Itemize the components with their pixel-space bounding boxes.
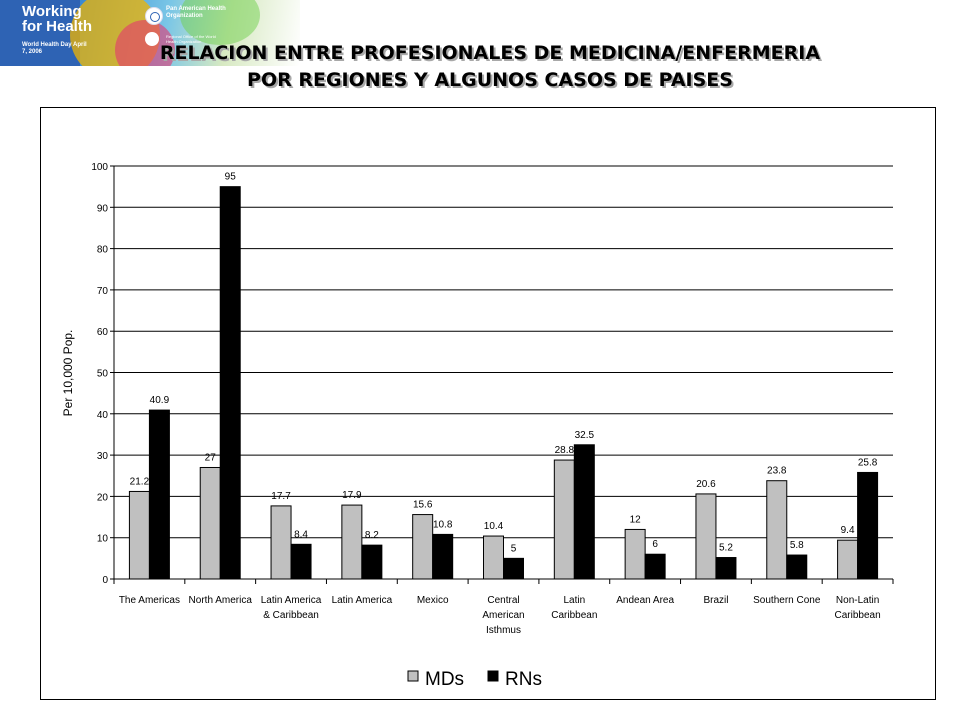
- data-label: 15.6: [413, 500, 433, 511]
- x-tick-label: North America: [189, 595, 253, 606]
- y-tick-label: 0: [102, 575, 108, 586]
- x-tick-label: Mexico: [417, 595, 449, 606]
- y-tick-label: 40: [97, 410, 109, 421]
- banner-shape: [0, 0, 80, 66]
- y-tick-label: 90: [97, 203, 109, 214]
- data-label: 5.8: [790, 540, 804, 551]
- data-label: 12: [630, 514, 642, 525]
- x-tick-label: Latin America: [332, 595, 393, 606]
- x-tick-label: The Americas: [119, 595, 180, 606]
- data-label: 28.8: [555, 445, 575, 456]
- x-tick-label: Isthmus: [486, 625, 521, 636]
- data-label: 8.4: [294, 529, 308, 540]
- bar-rns: [644, 553, 666, 580]
- data-label: 17.7: [271, 491, 291, 502]
- data-label: 23.8: [767, 466, 787, 477]
- y-tick-label: 20: [97, 492, 109, 503]
- x-tick-label: Latin America: [261, 595, 322, 606]
- data-label: 21.2: [130, 476, 150, 487]
- bar-mds: [695, 493, 717, 580]
- bar-mds: [766, 480, 788, 580]
- legend-label: RNs: [505, 669, 542, 690]
- bars: [128, 186, 879, 580]
- legend: MDs RNs: [407, 669, 542, 690]
- x-tick-label: & Caribbean: [263, 610, 319, 621]
- data-label: 10.4: [484, 521, 504, 532]
- y-axis: 0 10 20 30 40 50 60 70 80 90 100: [91, 162, 115, 586]
- y-tick-label: 30: [97, 451, 109, 462]
- bar-rns: [361, 544, 383, 580]
- x-tick-label: Non-Latin: [836, 595, 879, 606]
- bar-mds: [270, 505, 292, 580]
- data-label: 40.9: [150, 395, 170, 406]
- legend-swatch: [407, 670, 419, 682]
- brand-subtitle: World Health Day April 7, 2006: [22, 42, 87, 55]
- x-tick-label: Andean Area: [616, 595, 674, 606]
- data-label: 27: [205, 452, 217, 463]
- x-tick-label: Central: [487, 595, 519, 606]
- chart-frame: 0 10 20 30 40 50 60 70 80 90 100 21.2 40.9 27 95 17.7 8…: [40, 107, 936, 700]
- bar-rns: [503, 557, 524, 580]
- legend-label: MDs: [425, 669, 464, 690]
- bar-mds: [128, 490, 150, 580]
- org-subtitle: Regional Office of the World Health Orga…: [166, 34, 216, 44]
- data-label: 5: [511, 543, 517, 554]
- x-tick-label: Caribbean: [835, 610, 881, 621]
- data-label: 8.2: [365, 530, 379, 541]
- data-label: 17.9: [342, 490, 362, 501]
- bar-mds: [412, 514, 434, 580]
- data-label: 25.8: [858, 457, 878, 468]
- brand-title: Working for Health: [22, 3, 93, 35]
- data-label: 95: [225, 172, 237, 183]
- data-label: 20.6: [696, 479, 716, 490]
- bar-rns: [148, 409, 170, 580]
- bar-rns: [290, 543, 312, 580]
- bar-rns: [219, 186, 241, 580]
- bar-rns: [432, 533, 454, 580]
- x-axis: The Americas North America Latin America & …: [113, 578, 894, 636]
- slide-title-line2: POR REGIONES Y ALGUNOS CASOS DE PAISES: [247, 69, 733, 91]
- x-tick-label: American: [482, 610, 524, 621]
- x-tick-label: Latin: [563, 595, 585, 606]
- data-label: 10.8: [433, 519, 453, 530]
- x-tick-label: Brazil: [703, 595, 728, 606]
- bar-mds: [199, 466, 221, 580]
- y-tick-label: 50: [97, 369, 109, 380]
- slide-title: RELACION ENTRE PROFESIONALES DE MEDICINA…: [80, 40, 900, 94]
- bar-mds: [553, 459, 575, 580]
- banner-shape: [115, 20, 175, 66]
- bar-mds: [483, 535, 504, 580]
- header-banner: Working for Health World Health Day Apri…: [0, 0, 300, 66]
- y-axis-label: Per 10,000 Pop.: [61, 330, 75, 417]
- y-tick-label: 70: [97, 286, 109, 297]
- data-label: 32.5: [575, 430, 595, 441]
- legend-swatch: [487, 670, 499, 682]
- paho-logo-icon: [145, 7, 163, 25]
- bar-rns: [715, 557, 737, 580]
- bar-mds: [837, 539, 859, 580]
- y-tick-label: 10: [97, 534, 109, 545]
- data-label: 6: [652, 539, 658, 550]
- y-tick-label: 60: [97, 327, 109, 338]
- x-tick-label: Caribbean: [551, 610, 597, 621]
- bar-rns: [786, 554, 808, 580]
- data-label: 5.2: [719, 543, 733, 554]
- org-name: Pan American Health Organization: [166, 6, 226, 19]
- y-tick-label: 80: [97, 245, 109, 256]
- bar-rns: [857, 471, 879, 580]
- y-tick-label: 100: [91, 162, 108, 173]
- bar-mds: [624, 528, 646, 580]
- who-logo-icon: [145, 32, 159, 46]
- gridlines: [114, 165, 893, 539]
- slide-title-line1: RELACION ENTRE PROFESIONALES DE MEDICINA…: [159, 42, 821, 64]
- x-tick-label: Southern Cone: [753, 595, 821, 606]
- data-labels: 21.2 40.9 27 95 17.7 8.4 17.9 8.2 15.610.8 10.4 5 2…: [130, 172, 878, 555]
- bar-mds: [341, 504, 363, 580]
- bar-rns: [573, 444, 595, 580]
- data-label: 9.4: [841, 525, 855, 536]
- bar-chart: 0 10 20 30 40 50 60 70 80 90 100 21.2 40.9 27 95 17.7 8…: [61, 162, 894, 690]
